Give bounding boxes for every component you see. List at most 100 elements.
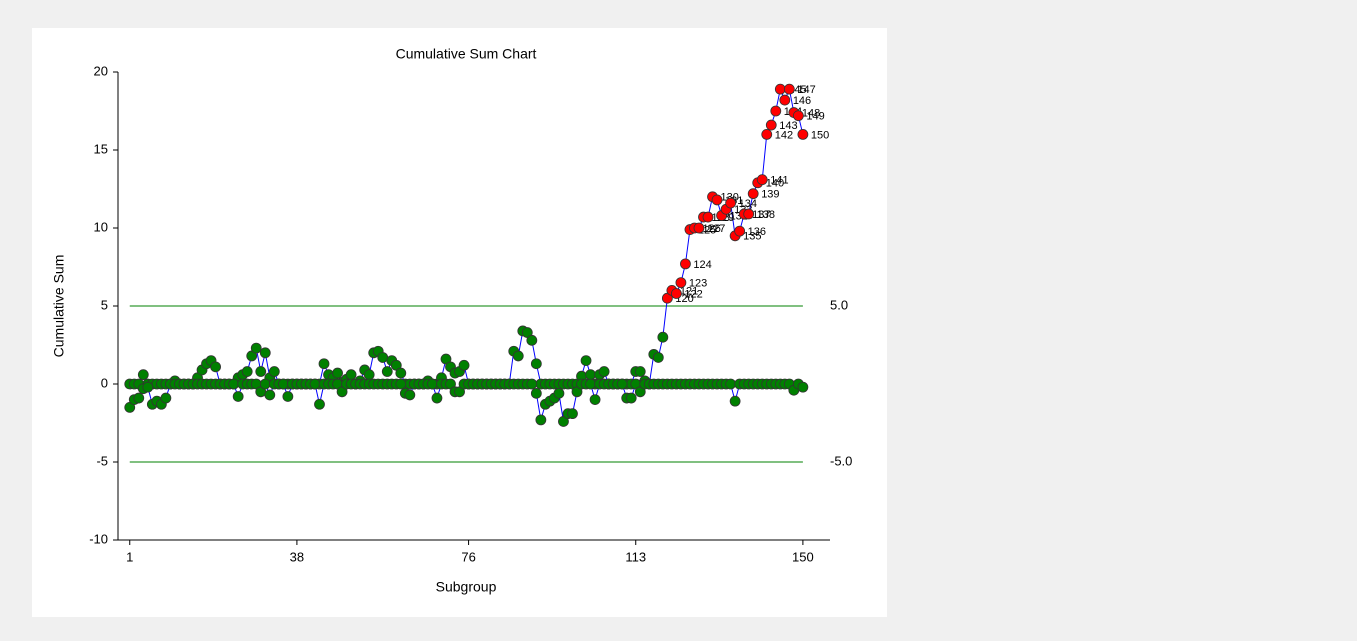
cusum-point bbox=[381, 366, 393, 377]
point-label: 123 bbox=[689, 278, 707, 290]
point-label: 140 bbox=[766, 178, 784, 190]
cusum-point bbox=[332, 367, 343, 379]
point-label: 126 bbox=[702, 223, 720, 235]
cusum-point bbox=[314, 398, 325, 410]
cusum-point bbox=[232, 391, 244, 402]
cusum-point bbox=[282, 391, 294, 402]
cusum-point bbox=[431, 392, 443, 404]
point-label: 122 bbox=[684, 288, 702, 300]
point-label: 149 bbox=[806, 111, 824, 123]
chart-title: Cumulative Sum Chart bbox=[396, 46, 537, 62]
cusum-point bbox=[377, 352, 389, 363]
cusum-point bbox=[395, 367, 407, 379]
cusum-point bbox=[345, 369, 357, 381]
control-limit-label: -5.0 bbox=[830, 453, 852, 468]
point-label: 121 bbox=[680, 285, 698, 297]
cusum-point bbox=[458, 359, 470, 371]
point-label: 138 bbox=[757, 209, 775, 221]
point-label: 141 bbox=[770, 175, 788, 187]
cusum-point bbox=[250, 342, 262, 354]
cusum-point bbox=[553, 387, 565, 399]
y-tick-label: 5 bbox=[101, 297, 108, 312]
y-tick-label: 10 bbox=[94, 219, 108, 234]
cusum-point bbox=[675, 277, 687, 289]
cusum-point bbox=[241, 366, 253, 377]
cusum-point bbox=[670, 288, 682, 299]
cusum-point bbox=[228, 378, 240, 390]
cusum-point bbox=[404, 389, 416, 401]
point-label: 150 bbox=[811, 129, 829, 141]
y-tick-label: 15 bbox=[94, 141, 108, 156]
x-tick-label: 150 bbox=[792, 549, 814, 564]
cusum-point bbox=[779, 94, 791, 106]
cusum-point bbox=[797, 128, 809, 140]
cusum-point bbox=[585, 378, 596, 390]
cusum-point bbox=[680, 258, 691, 270]
point-label: 135 bbox=[743, 231, 761, 243]
y-tick-label: 20 bbox=[94, 63, 108, 78]
cusum-point bbox=[652, 352, 664, 363]
x-axis-label: Subgroup bbox=[436, 579, 497, 595]
y-tick-label: 0 bbox=[101, 375, 108, 390]
cusum-point bbox=[616, 378, 628, 390]
point-label: 134 bbox=[739, 198, 757, 210]
cusum-point bbox=[747, 188, 759, 200]
x-tick-label: 76 bbox=[461, 549, 475, 564]
cusum-point bbox=[725, 378, 737, 390]
control-limit-label: 5.0 bbox=[830, 297, 848, 312]
cusum-point bbox=[133, 392, 145, 404]
cusum-point bbox=[702, 211, 714, 223]
panel bbox=[32, 28, 887, 617]
point-label: 147 bbox=[797, 84, 815, 96]
cusum-point bbox=[427, 378, 438, 390]
point-label: 127 bbox=[707, 223, 725, 235]
cusum-point bbox=[625, 392, 637, 404]
x-tick-label: 113 bbox=[625, 549, 646, 564]
cusum-point bbox=[783, 83, 795, 95]
cusum-point bbox=[142, 381, 154, 393]
cusum-point bbox=[526, 378, 538, 390]
point-label: 148 bbox=[802, 107, 820, 119]
cusum-point bbox=[264, 389, 276, 401]
cusum-point bbox=[318, 358, 330, 370]
point-label: 139 bbox=[761, 189, 779, 201]
cusum-point bbox=[363, 369, 375, 381]
point-label: 137 bbox=[752, 209, 770, 221]
cusum-point bbox=[734, 225, 746, 237]
cusum-point bbox=[160, 392, 172, 404]
cusum-point bbox=[598, 366, 610, 377]
point-label: 143 bbox=[779, 120, 797, 132]
cusum-point bbox=[792, 110, 804, 122]
cusum-point bbox=[634, 366, 646, 377]
cusum-point bbox=[259, 378, 271, 390]
cusum-point bbox=[761, 128, 773, 140]
cusum-point bbox=[756, 174, 768, 186]
cusum-point bbox=[268, 366, 280, 377]
cusum-point bbox=[580, 355, 592, 367]
cusum-point bbox=[395, 378, 407, 390]
point-label: 146 bbox=[793, 95, 811, 107]
cusum-point bbox=[797, 381, 809, 393]
cusum-point bbox=[770, 105, 782, 117]
cusum-point bbox=[530, 387, 542, 399]
cusum-point bbox=[711, 194, 723, 206]
cusum-point bbox=[567, 408, 578, 420]
cusum-point bbox=[765, 119, 777, 131]
cusum-point bbox=[729, 395, 741, 407]
cusum-point bbox=[585, 369, 596, 381]
y-tick-label: -10 bbox=[89, 531, 108, 546]
y-axis-label: Cumulative Sum bbox=[51, 255, 67, 358]
cusum-point bbox=[657, 331, 669, 343]
cusum-point bbox=[309, 378, 321, 390]
cusum-point bbox=[725, 197, 737, 209]
cusum-point bbox=[259, 347, 271, 359]
x-tick-label: 38 bbox=[290, 549, 304, 564]
cusum-point bbox=[535, 414, 547, 426]
cusum-point bbox=[137, 369, 149, 381]
cusum-point bbox=[512, 350, 524, 362]
cusum-point bbox=[255, 366, 267, 377]
point-label: 136 bbox=[748, 226, 766, 238]
x-tick-label: 1 bbox=[126, 549, 133, 564]
